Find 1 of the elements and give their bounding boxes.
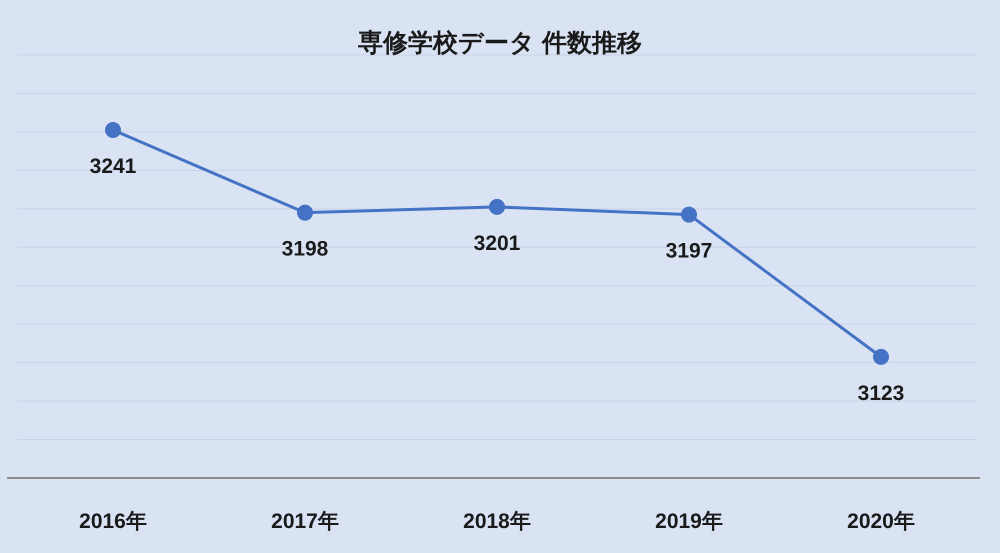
title: 専修学校データ 件数推移 [358, 29, 642, 57]
